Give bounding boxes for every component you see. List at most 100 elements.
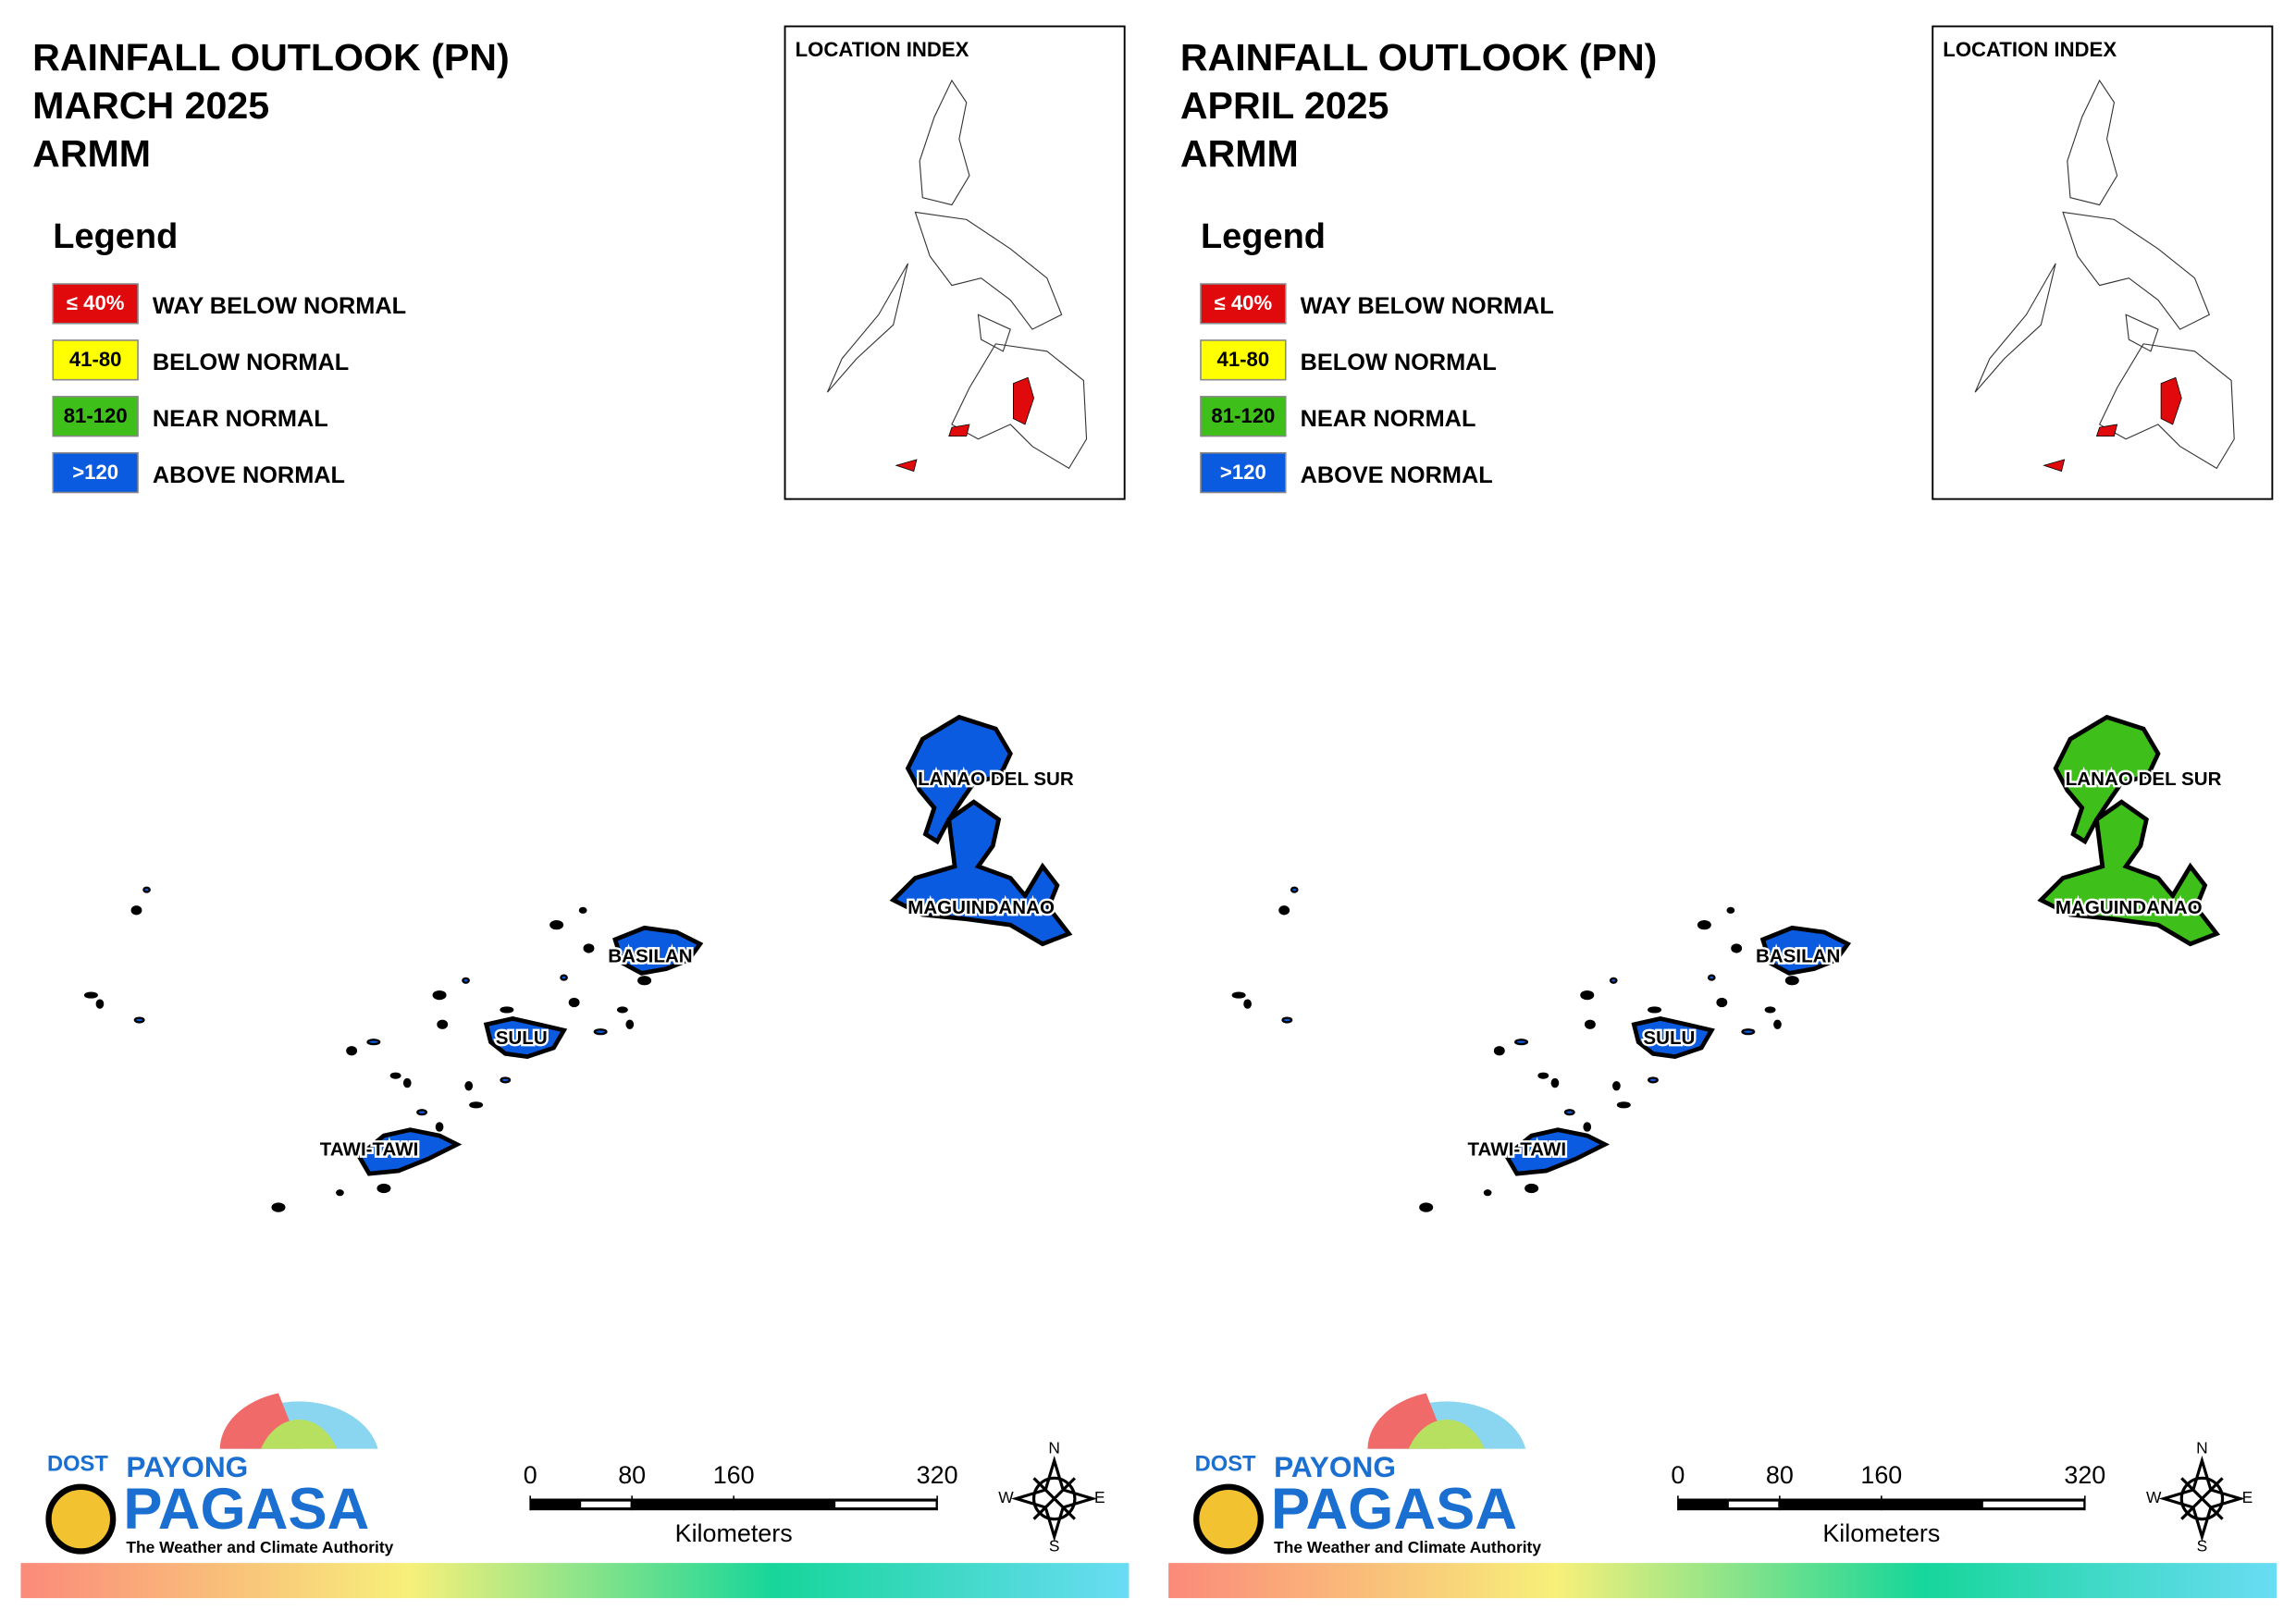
logo-seal bbox=[1193, 1483, 1265, 1555]
islet bbox=[1278, 905, 1290, 916]
region-shape bbox=[1759, 925, 1852, 976]
region-shape bbox=[483, 1015, 568, 1059]
islet bbox=[346, 1046, 358, 1056]
islet bbox=[1281, 1016, 1293, 1024]
scale-segment bbox=[1982, 1501, 2084, 1507]
islet bbox=[1583, 1122, 1592, 1132]
legend-label: ABOVE NORMAL bbox=[1301, 462, 1493, 488]
legend-range: 41-80 bbox=[1217, 348, 1270, 371]
islet bbox=[1726, 906, 1735, 914]
islet bbox=[435, 1122, 444, 1132]
compass-letter: E bbox=[1094, 1488, 1105, 1506]
location-index-title: LOCATION INDEX bbox=[1943, 38, 2117, 61]
panel: RAINFALL OUTLOOK (PN) MARCH 2025 ARMM Legen… bbox=[20, 25, 1129, 1599]
legend-range: >120 bbox=[1220, 461, 1266, 484]
compass-letter: S bbox=[2197, 1536, 2208, 1555]
logo-tagline: The Weather and Climate Authority bbox=[126, 1538, 393, 1556]
islet bbox=[271, 1202, 286, 1212]
islet bbox=[1648, 1076, 1659, 1084]
legend-swatch bbox=[1200, 283, 1287, 325]
region-shape bbox=[905, 714, 1013, 845]
islet bbox=[464, 1081, 474, 1091]
scale-unit: Kilometers bbox=[1822, 1519, 1940, 1547]
title-line: RAINFALL OUTLOOK (PN) bbox=[32, 36, 510, 79]
legend-label: ABOVE NORMAL bbox=[153, 462, 345, 488]
legend-label: NEAR NORMAL bbox=[153, 406, 328, 432]
logo-brand: PAGASA bbox=[123, 1477, 369, 1542]
scale-label: 320 bbox=[2064, 1461, 2105, 1489]
islet bbox=[376, 1183, 391, 1194]
islet bbox=[389, 1072, 401, 1079]
compass-rose bbox=[1011, 1455, 1098, 1543]
philippines-outline bbox=[826, 79, 1088, 470]
region-label: BASILAN bbox=[1756, 945, 1840, 966]
region-label: MAGUINDANAO bbox=[907, 897, 1055, 918]
islet bbox=[83, 991, 98, 999]
compass-letter: W bbox=[2146, 1488, 2162, 1506]
islet bbox=[1524, 1183, 1539, 1194]
islet bbox=[130, 905, 142, 916]
title-line: APRIL 2025 bbox=[1180, 84, 1389, 127]
islet bbox=[1243, 999, 1252, 1009]
islet bbox=[1584, 1019, 1596, 1029]
logo-brand: PAGASA bbox=[1271, 1477, 1517, 1542]
legend-label: BELOW NORMAL bbox=[1301, 350, 1497, 375]
islet bbox=[1580, 990, 1595, 1001]
islet bbox=[336, 1189, 344, 1197]
islet bbox=[560, 974, 568, 981]
islet bbox=[95, 999, 105, 1009]
legend-range: 81-120 bbox=[64, 404, 128, 427]
region-label: LANAO DEL SUR bbox=[2066, 768, 2222, 790]
islet bbox=[583, 943, 595, 953]
islet bbox=[1493, 1046, 1505, 1056]
region-label: SULU bbox=[1643, 1027, 1695, 1049]
islet bbox=[437, 1019, 449, 1029]
umbrella-mid bbox=[261, 1419, 338, 1449]
legend-swatch bbox=[52, 396, 139, 437]
compass-ring bbox=[2179, 1476, 2225, 1521]
legend-label: WAY BELOW NORMAL bbox=[1301, 293, 1554, 319]
region-shape bbox=[355, 1127, 463, 1176]
islet bbox=[1537, 1072, 1549, 1079]
scale-segment bbox=[1728, 1501, 1779, 1507]
scale-segment bbox=[1830, 1501, 1881, 1507]
logo-seal bbox=[45, 1483, 117, 1555]
region-shape bbox=[2053, 714, 2161, 845]
scale-segment bbox=[683, 1501, 733, 1507]
islet bbox=[1612, 1081, 1621, 1091]
islet bbox=[1231, 991, 1246, 999]
scale-label: 80 bbox=[1766, 1461, 1794, 1489]
compass-letter: N bbox=[1048, 1438, 1060, 1457]
islet bbox=[462, 977, 470, 984]
islet bbox=[469, 1101, 484, 1109]
compass-letter: W bbox=[998, 1488, 1014, 1506]
logo-tagline: The Weather and Climate Authority bbox=[1274, 1538, 1541, 1556]
title-line: ARMM bbox=[32, 132, 151, 175]
legend-range: ≤ 40% bbox=[1215, 291, 1273, 314]
region-label: BASILAN bbox=[608, 945, 692, 966]
islet bbox=[568, 997, 580, 1008]
legend-range: 81-120 bbox=[1211, 404, 1275, 427]
logo-brand-top: PAYONG bbox=[126, 1450, 248, 1483]
logo-agency: DOST bbox=[1195, 1452, 1256, 1476]
title-line: ARMM bbox=[1180, 132, 1299, 175]
panel: RAINFALL OUTLOOK (PN) APRIL 2025 ARMM Legen… bbox=[1168, 25, 2277, 1599]
islet bbox=[593, 1028, 608, 1036]
legend-swatch bbox=[1200, 451, 1287, 494]
region-label: TAWI-TAWI bbox=[320, 1138, 419, 1160]
legend-label: BELOW NORMAL bbox=[153, 350, 349, 375]
logo-agency: DOST bbox=[47, 1452, 108, 1476]
legend-swatch bbox=[52, 339, 139, 381]
scale-segment bbox=[835, 1501, 936, 1507]
compass-rose bbox=[2158, 1455, 2246, 1543]
islet bbox=[416, 1109, 428, 1116]
legend-swatch bbox=[1200, 396, 1287, 437]
islet bbox=[402, 1077, 412, 1088]
islet bbox=[578, 906, 587, 914]
umbrella-mid bbox=[1408, 1419, 1485, 1449]
islet bbox=[1707, 974, 1716, 981]
islet bbox=[637, 976, 652, 986]
location-index-frame bbox=[1932, 25, 2274, 500]
color-band bbox=[20, 1563, 1129, 1599]
